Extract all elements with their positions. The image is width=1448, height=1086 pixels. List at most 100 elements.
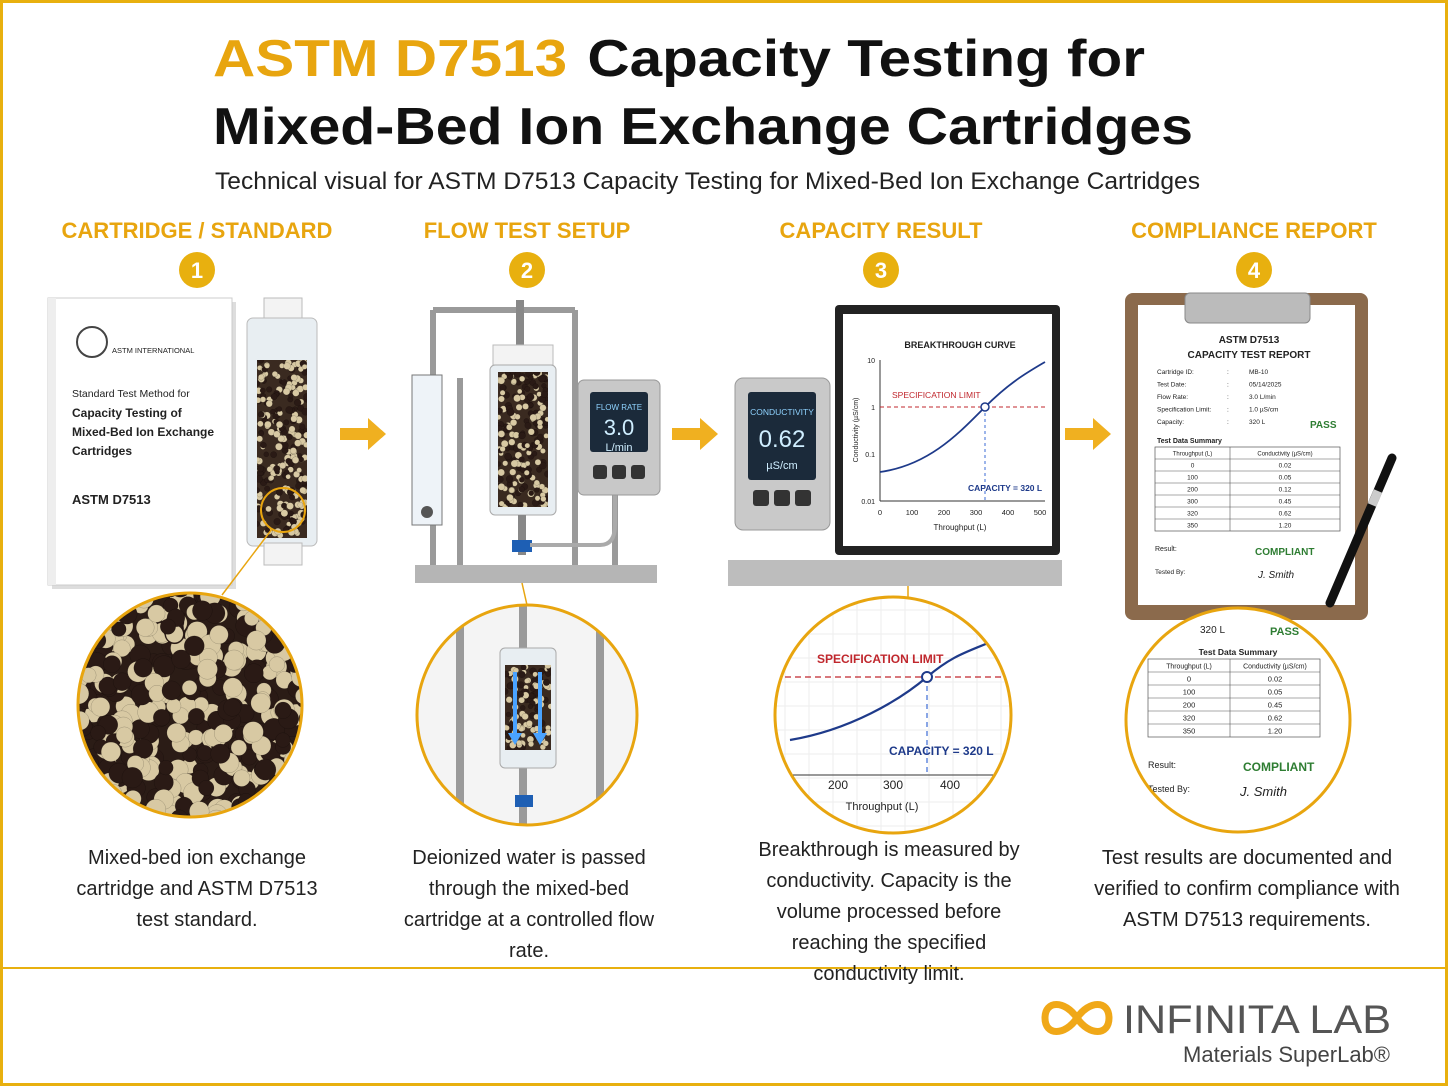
bead	[297, 404, 305, 412]
bead	[169, 593, 192, 598]
field-value: MB-10	[1249, 369, 1269, 376]
table-cell: 0.12	[1279, 487, 1292, 494]
bead	[498, 500, 505, 507]
bead	[257, 411, 265, 418]
bead	[250, 692, 271, 714]
bead	[269, 656, 286, 673]
bead	[528, 741, 535, 748]
bead	[280, 593, 302, 596]
result: COMPLIANT	[1243, 760, 1315, 774]
group	[498, 372, 548, 507]
bead	[531, 450, 538, 457]
group: SPECIFICATION LIMIT CAPACITY = 320 L 200 30…	[775, 597, 1011, 833]
bead	[509, 372, 516, 376]
step-number: 1	[191, 258, 203, 283]
bead	[282, 626, 300, 644]
bead	[540, 495, 547, 502]
bead	[90, 697, 111, 717]
bead	[519, 467, 526, 473]
valve	[421, 506, 433, 518]
table-cell: 200	[1183, 700, 1196, 709]
bead	[505, 724, 510, 731]
group	[505, 665, 551, 750]
bead	[296, 453, 303, 459]
bead	[266, 386, 273, 393]
table-header: Throughput (L)	[1166, 663, 1212, 670]
bead	[288, 425, 296, 433]
bead	[257, 420, 264, 428]
bead	[524, 460, 531, 467]
bead	[182, 747, 198, 763]
title: ASTM D7513 Capacity Testing for	[213, 30, 1145, 88]
bead	[303, 393, 307, 400]
bead	[198, 779, 215, 796]
bead	[135, 618, 155, 637]
bead	[505, 670, 510, 678]
bead	[294, 431, 302, 440]
logo-tagline: Materials SuperLab®	[1183, 1042, 1390, 1067]
x-tick-label: 200	[828, 778, 848, 792]
status: PASS	[1310, 420, 1337, 431]
screen-unit: L/min	[606, 442, 633, 454]
bead	[89, 788, 110, 809]
bead	[536, 419, 544, 426]
bead	[95, 793, 114, 812]
bead	[112, 804, 134, 817]
bead	[547, 703, 551, 710]
x-tick-label: 300	[883, 778, 903, 792]
step-badge	[1236, 252, 1272, 288]
button	[774, 490, 790, 506]
bead	[257, 380, 261, 387]
bead	[263, 451, 270, 458]
bead	[518, 476, 525, 483]
group	[257, 360, 307, 538]
bead	[296, 734, 302, 755]
screen-value: 3.0	[604, 415, 635, 440]
bead	[301, 370, 307, 376]
bead	[280, 509, 289, 517]
bead	[264, 362, 270, 369]
bead	[295, 599, 302, 615]
tested-by-label: Tested By:	[1155, 569, 1186, 576]
title-rest: Capacity Testing for	[587, 30, 1145, 88]
bead	[277, 435, 285, 443]
bead	[286, 502, 294, 510]
bead	[519, 375, 526, 382]
table-cell: 0.05	[1268, 687, 1283, 696]
bead	[526, 720, 533, 727]
bead	[243, 663, 264, 684]
bead	[519, 704, 526, 711]
bead	[78, 617, 80, 633]
bead	[270, 408, 276, 415]
table-header: Conductivity (µS/cm)	[1257, 452, 1312, 458]
bead	[113, 639, 131, 658]
bead	[209, 625, 229, 645]
screen-value: 0.62	[759, 426, 806, 453]
bead	[498, 468, 505, 477]
bead	[222, 677, 243, 698]
status: PASS	[1270, 626, 1299, 638]
signature: J. Smith	[1239, 784, 1287, 799]
bead	[498, 475, 504, 483]
bead	[296, 467, 302, 474]
x-tick-label: 200	[938, 508, 951, 517]
bead	[510, 459, 519, 468]
bead	[112, 672, 132, 691]
bead	[152, 708, 171, 727]
bead	[78, 795, 80, 813]
bead	[286, 433, 293, 441]
table-cell: 0.62	[1268, 713, 1283, 722]
button	[753, 490, 769, 506]
bead	[544, 729, 551, 736]
bead	[517, 388, 523, 395]
clip	[1184, 292, 1311, 324]
table-cell: 1.20	[1268, 726, 1283, 735]
bead	[523, 378, 531, 385]
flow-arrow	[508, 733, 522, 745]
bead	[289, 447, 297, 455]
bead	[534, 487, 540, 493]
screen	[748, 392, 816, 480]
table-cell: 350	[1187, 523, 1198, 530]
bead	[290, 374, 298, 382]
